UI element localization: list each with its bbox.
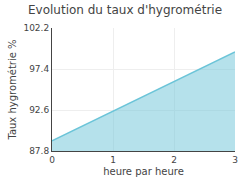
svg-text:heure par heure: heure par heure: [103, 166, 184, 177]
svg-text:92.6: 92.6: [29, 105, 49, 115]
svg-text:0: 0: [49, 155, 55, 165]
svg-text:97.4: 97.4: [29, 64, 49, 74]
svg-text:Taux hygrométrie %: Taux hygrométrie %: [7, 39, 18, 140]
svg-text:1: 1: [110, 155, 116, 165]
svg-text:3: 3: [232, 155, 238, 165]
svg-text:102.2: 102.2: [23, 23, 49, 33]
svg-text:87.8: 87.8: [29, 146, 49, 156]
svg-text:2: 2: [171, 155, 177, 165]
svg-text:Evolution du taux d'hygrométri: Evolution du taux d'hygrométrie: [28, 3, 222, 17]
